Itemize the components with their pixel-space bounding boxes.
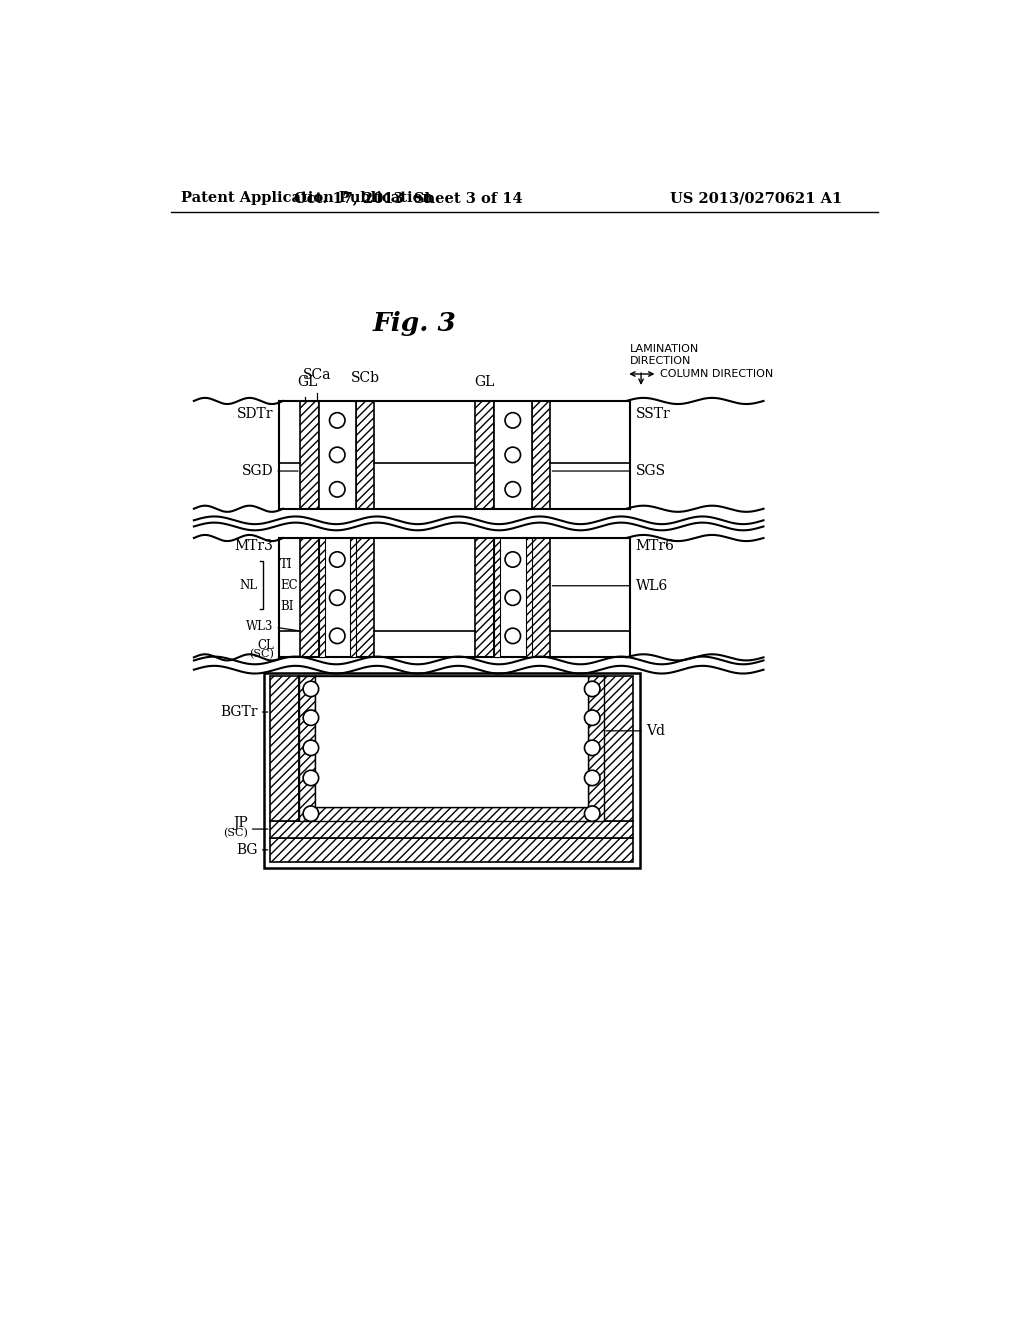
Circle shape xyxy=(505,590,520,606)
Circle shape xyxy=(330,413,345,428)
Bar xyxy=(604,676,633,821)
Text: TI: TI xyxy=(280,558,293,570)
Text: MTr6: MTr6 xyxy=(636,540,675,553)
Text: DIRECTION: DIRECTION xyxy=(630,356,691,366)
Bar xyxy=(280,539,630,657)
Text: SDTr: SDTr xyxy=(238,407,273,421)
Circle shape xyxy=(585,807,600,821)
Text: COLUMN DIRECTION: COLUMN DIRECTION xyxy=(660,370,774,379)
Circle shape xyxy=(505,447,520,462)
Text: GL: GL xyxy=(298,375,318,389)
Circle shape xyxy=(303,710,318,726)
Bar xyxy=(494,539,531,657)
Bar xyxy=(270,676,299,821)
Bar xyxy=(263,673,640,869)
Circle shape xyxy=(585,741,600,755)
Text: US 2013/0270621 A1: US 2013/0270621 A1 xyxy=(671,191,843,206)
Text: Fig. 3: Fig. 3 xyxy=(373,312,457,337)
Text: SCa: SCa xyxy=(303,368,332,381)
Bar xyxy=(318,401,356,508)
Bar xyxy=(270,838,633,862)
Bar xyxy=(531,539,550,657)
Bar xyxy=(589,676,604,821)
Circle shape xyxy=(330,552,345,568)
Circle shape xyxy=(303,771,318,785)
Text: Patent Application Publication: Patent Application Publication xyxy=(180,191,433,206)
Text: EC: EC xyxy=(280,579,298,593)
Text: BG: BG xyxy=(237,843,258,857)
Text: (SC): (SC) xyxy=(223,828,248,838)
Circle shape xyxy=(303,681,318,697)
Bar xyxy=(356,401,375,508)
Text: SCb: SCb xyxy=(350,371,380,385)
Bar xyxy=(299,676,604,821)
Text: JP: JP xyxy=(233,816,248,830)
Circle shape xyxy=(505,413,520,428)
Bar xyxy=(494,401,531,508)
Text: NL: NL xyxy=(240,579,257,593)
Text: LAMINATION: LAMINATION xyxy=(630,345,699,354)
Circle shape xyxy=(330,628,345,644)
Bar xyxy=(280,401,630,508)
Bar xyxy=(349,539,356,657)
Text: (SC): (SC) xyxy=(249,648,273,659)
Circle shape xyxy=(330,590,345,606)
Bar xyxy=(475,401,494,508)
Text: WL3: WL3 xyxy=(247,620,273,634)
Circle shape xyxy=(505,482,520,498)
Bar xyxy=(318,539,325,657)
Text: SSTr: SSTr xyxy=(636,407,671,421)
Text: GL: GL xyxy=(474,375,495,389)
Bar xyxy=(300,539,318,657)
Bar xyxy=(314,807,589,821)
Bar xyxy=(300,401,318,508)
Bar xyxy=(314,676,589,807)
Text: SGD: SGD xyxy=(242,465,273,478)
Circle shape xyxy=(585,771,600,785)
Text: WL6: WL6 xyxy=(636,578,668,593)
Bar xyxy=(494,539,500,657)
Circle shape xyxy=(585,681,600,697)
Text: BGTr: BGTr xyxy=(221,705,258,719)
Text: Vd: Vd xyxy=(646,723,665,738)
Circle shape xyxy=(585,710,600,726)
Text: Oct. 17, 2013  Sheet 3 of 14: Oct. 17, 2013 Sheet 3 of 14 xyxy=(294,191,523,206)
Text: BI: BI xyxy=(280,599,294,612)
Circle shape xyxy=(330,447,345,462)
Bar xyxy=(531,401,550,508)
Circle shape xyxy=(303,807,318,821)
Circle shape xyxy=(505,552,520,568)
Circle shape xyxy=(505,628,520,644)
Circle shape xyxy=(303,741,318,755)
Bar xyxy=(299,676,314,821)
Bar xyxy=(356,539,375,657)
Text: SGS: SGS xyxy=(636,465,666,478)
Text: CL: CL xyxy=(257,639,273,652)
Bar xyxy=(525,539,531,657)
Text: MTr3: MTr3 xyxy=(234,540,273,553)
Bar xyxy=(475,539,494,657)
Circle shape xyxy=(330,482,345,498)
Bar xyxy=(318,539,356,657)
Bar xyxy=(270,821,633,838)
